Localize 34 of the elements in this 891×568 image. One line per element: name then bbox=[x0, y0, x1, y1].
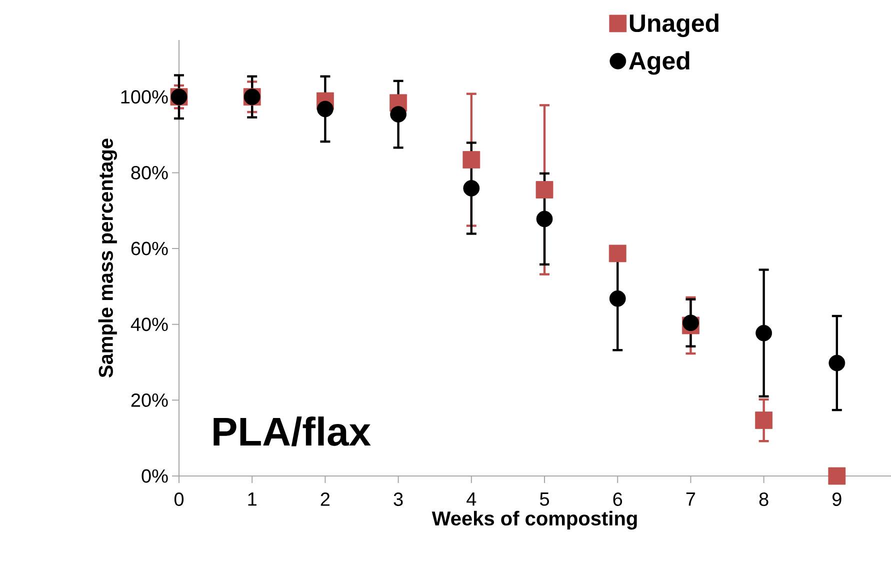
x-tick-label: 0 bbox=[174, 492, 184, 506]
point bbox=[463, 180, 480, 196]
point bbox=[462, 151, 480, 168]
x-axis-title: Weeks of composting bbox=[432, 510, 637, 530]
y-tick-label: 80% bbox=[131, 166, 168, 180]
point bbox=[536, 181, 554, 198]
x-tick-label: 9 bbox=[832, 492, 842, 506]
y-axis-title: Sample mass percentage bbox=[98, 138, 118, 378]
y-tick-label: 40% bbox=[130, 318, 168, 332]
point bbox=[682, 314, 699, 332]
point bbox=[755, 412, 773, 429]
y-tick-label: 20% bbox=[131, 393, 168, 407]
y-tick-label: 0% bbox=[142, 469, 168, 483]
x-tick-label: 3 bbox=[394, 492, 403, 506]
x-tick-label: 7 bbox=[686, 492, 696, 506]
x-tick-label: 2 bbox=[320, 492, 330, 506]
point bbox=[536, 210, 553, 228]
x-tick-label: 1 bbox=[248, 492, 256, 506]
x-tick-label: 8 bbox=[759, 492, 768, 506]
x-tick-label: 6 bbox=[613, 492, 622, 506]
y-tick-label: 100% bbox=[121, 90, 168, 104]
y-tick-label: 60% bbox=[131, 242, 168, 256]
point bbox=[608, 244, 626, 262]
x-tick-label: 5 bbox=[540, 492, 549, 506]
point bbox=[390, 106, 407, 123]
point bbox=[317, 100, 334, 118]
point bbox=[828, 467, 846, 485]
point bbox=[756, 324, 772, 342]
x-tick-label: 4 bbox=[466, 492, 476, 506]
point bbox=[828, 354, 846, 372]
point bbox=[609, 290, 626, 307]
annotation: PLA/flax bbox=[214, 416, 371, 446]
legend-label: Aged bbox=[629, 51, 690, 75]
legend-label: Unaged bbox=[630, 14, 718, 38]
